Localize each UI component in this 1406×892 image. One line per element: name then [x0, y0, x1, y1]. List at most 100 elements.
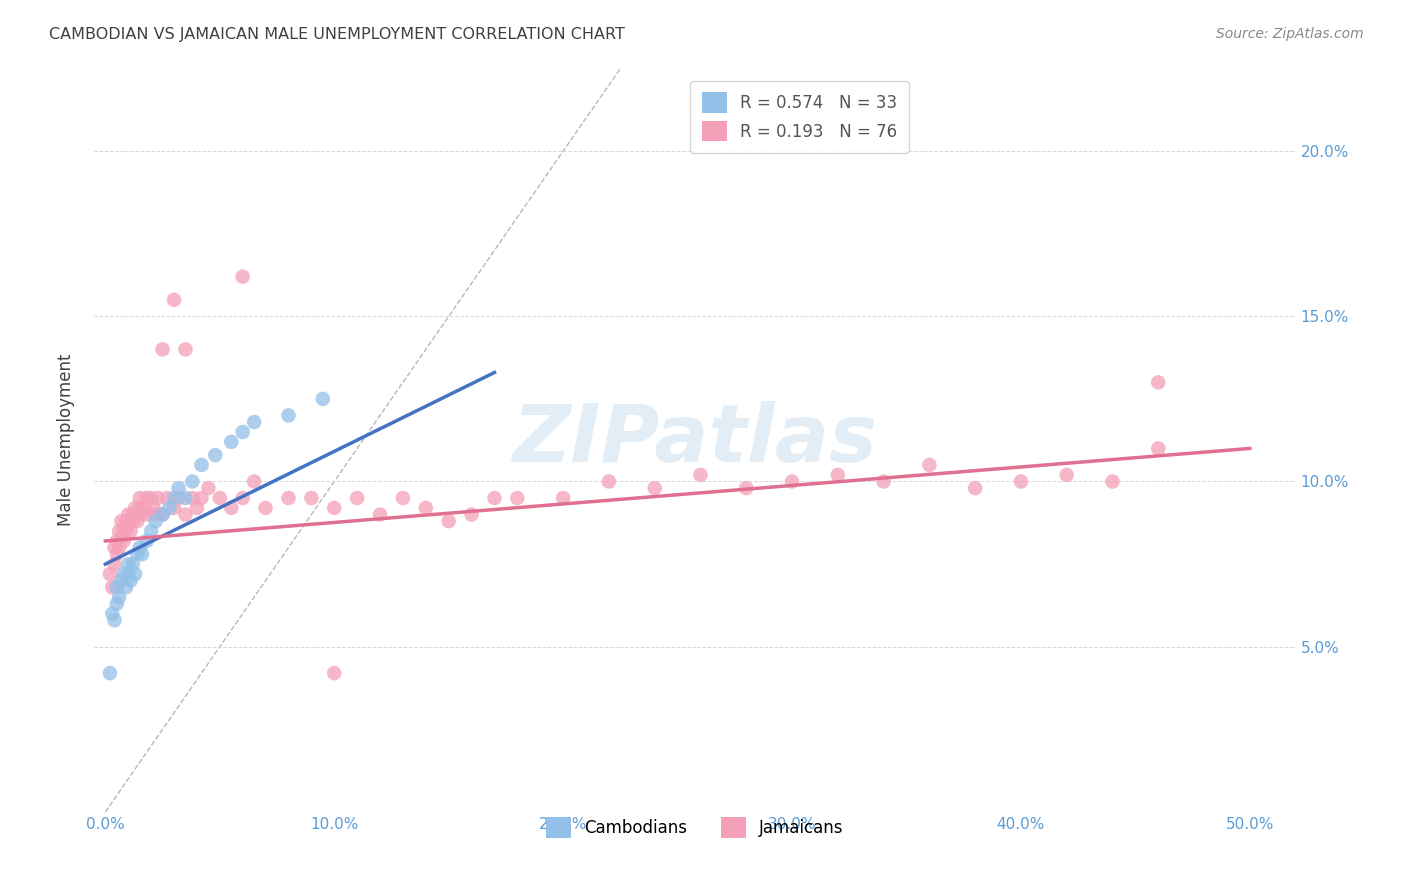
Point	[181, 475, 204, 489]
Point	[965, 481, 987, 495]
Point	[146, 491, 169, 505]
Point	[120, 574, 142, 588]
Point	[131, 508, 153, 522]
Point	[312, 392, 335, 406]
Text: CAMBODIAN VS JAMAICAN MALE UNEMPLOYMENT CORRELATION CHART: CAMBODIAN VS JAMAICAN MALE UNEMPLOYMENT …	[49, 27, 626, 42]
Point	[163, 500, 186, 515]
Point	[163, 491, 186, 505]
Point	[159, 500, 181, 515]
Point	[103, 541, 125, 555]
Point	[299, 491, 322, 505]
Point	[121, 514, 143, 528]
Point	[152, 508, 174, 522]
Point	[186, 500, 208, 515]
Point	[127, 547, 149, 561]
Point	[181, 491, 204, 505]
Point	[243, 475, 266, 489]
Point	[135, 533, 157, 548]
Point	[117, 517, 139, 532]
Point	[128, 491, 150, 505]
Point	[553, 491, 575, 505]
Point	[197, 481, 219, 495]
Point	[1101, 475, 1123, 489]
Point	[128, 541, 150, 555]
Point	[277, 409, 299, 423]
Point	[101, 607, 124, 621]
Point	[190, 458, 212, 472]
Point	[98, 567, 121, 582]
Point	[1056, 467, 1078, 482]
Point	[174, 343, 197, 357]
Point	[131, 547, 153, 561]
Point	[689, 467, 711, 482]
Point	[128, 500, 150, 515]
Point	[156, 491, 179, 505]
Point	[232, 425, 254, 439]
Point	[368, 508, 391, 522]
Point	[872, 475, 894, 489]
Point	[120, 524, 142, 538]
Point	[827, 467, 849, 482]
Point	[506, 491, 529, 505]
Point	[110, 531, 132, 545]
Point	[208, 491, 231, 505]
Point	[115, 514, 138, 528]
Point	[152, 343, 174, 357]
Point	[243, 415, 266, 429]
Point	[105, 547, 128, 561]
Point	[163, 293, 186, 307]
Point	[127, 514, 149, 528]
Point	[103, 613, 125, 627]
Point	[138, 508, 160, 522]
Point	[323, 500, 346, 515]
Point	[98, 666, 121, 681]
Point	[277, 491, 299, 505]
Point	[644, 481, 666, 495]
Point	[254, 500, 277, 515]
Point	[174, 508, 197, 522]
Text: ZIPatlas: ZIPatlas	[512, 401, 877, 479]
Point	[460, 508, 482, 522]
Point	[167, 491, 190, 505]
Point	[117, 557, 139, 571]
Point	[918, 458, 941, 472]
Point	[392, 491, 415, 505]
Point	[124, 500, 146, 515]
Point	[1010, 475, 1032, 489]
Point	[142, 500, 165, 515]
Point	[484, 491, 506, 505]
Point	[141, 524, 163, 538]
Point	[145, 514, 167, 528]
Point	[112, 567, 135, 582]
Point	[117, 567, 139, 582]
Text: Source: ZipAtlas.com: Source: ZipAtlas.com	[1216, 27, 1364, 41]
Point	[105, 533, 128, 548]
Point	[232, 269, 254, 284]
Point	[152, 508, 174, 522]
Point	[110, 514, 132, 528]
Point	[232, 491, 254, 505]
Point	[437, 514, 460, 528]
Point	[108, 524, 131, 538]
Point	[598, 475, 620, 489]
Point	[103, 557, 125, 571]
Point	[108, 541, 131, 555]
Point	[219, 434, 242, 449]
Point	[124, 567, 146, 582]
Point	[112, 533, 135, 548]
Point	[415, 500, 437, 515]
Point	[117, 508, 139, 522]
Point	[105, 597, 128, 611]
Point	[134, 500, 156, 515]
Point	[110, 574, 132, 588]
Point	[141, 491, 163, 505]
Point	[105, 580, 128, 594]
Point	[115, 524, 138, 538]
Point	[101, 580, 124, 594]
Point	[135, 491, 157, 505]
Point	[1147, 376, 1170, 390]
Point	[735, 481, 758, 495]
Point	[112, 524, 135, 538]
Point	[174, 491, 197, 505]
Legend: Cambodians, Jamaicans: Cambodians, Jamaicans	[540, 811, 851, 845]
